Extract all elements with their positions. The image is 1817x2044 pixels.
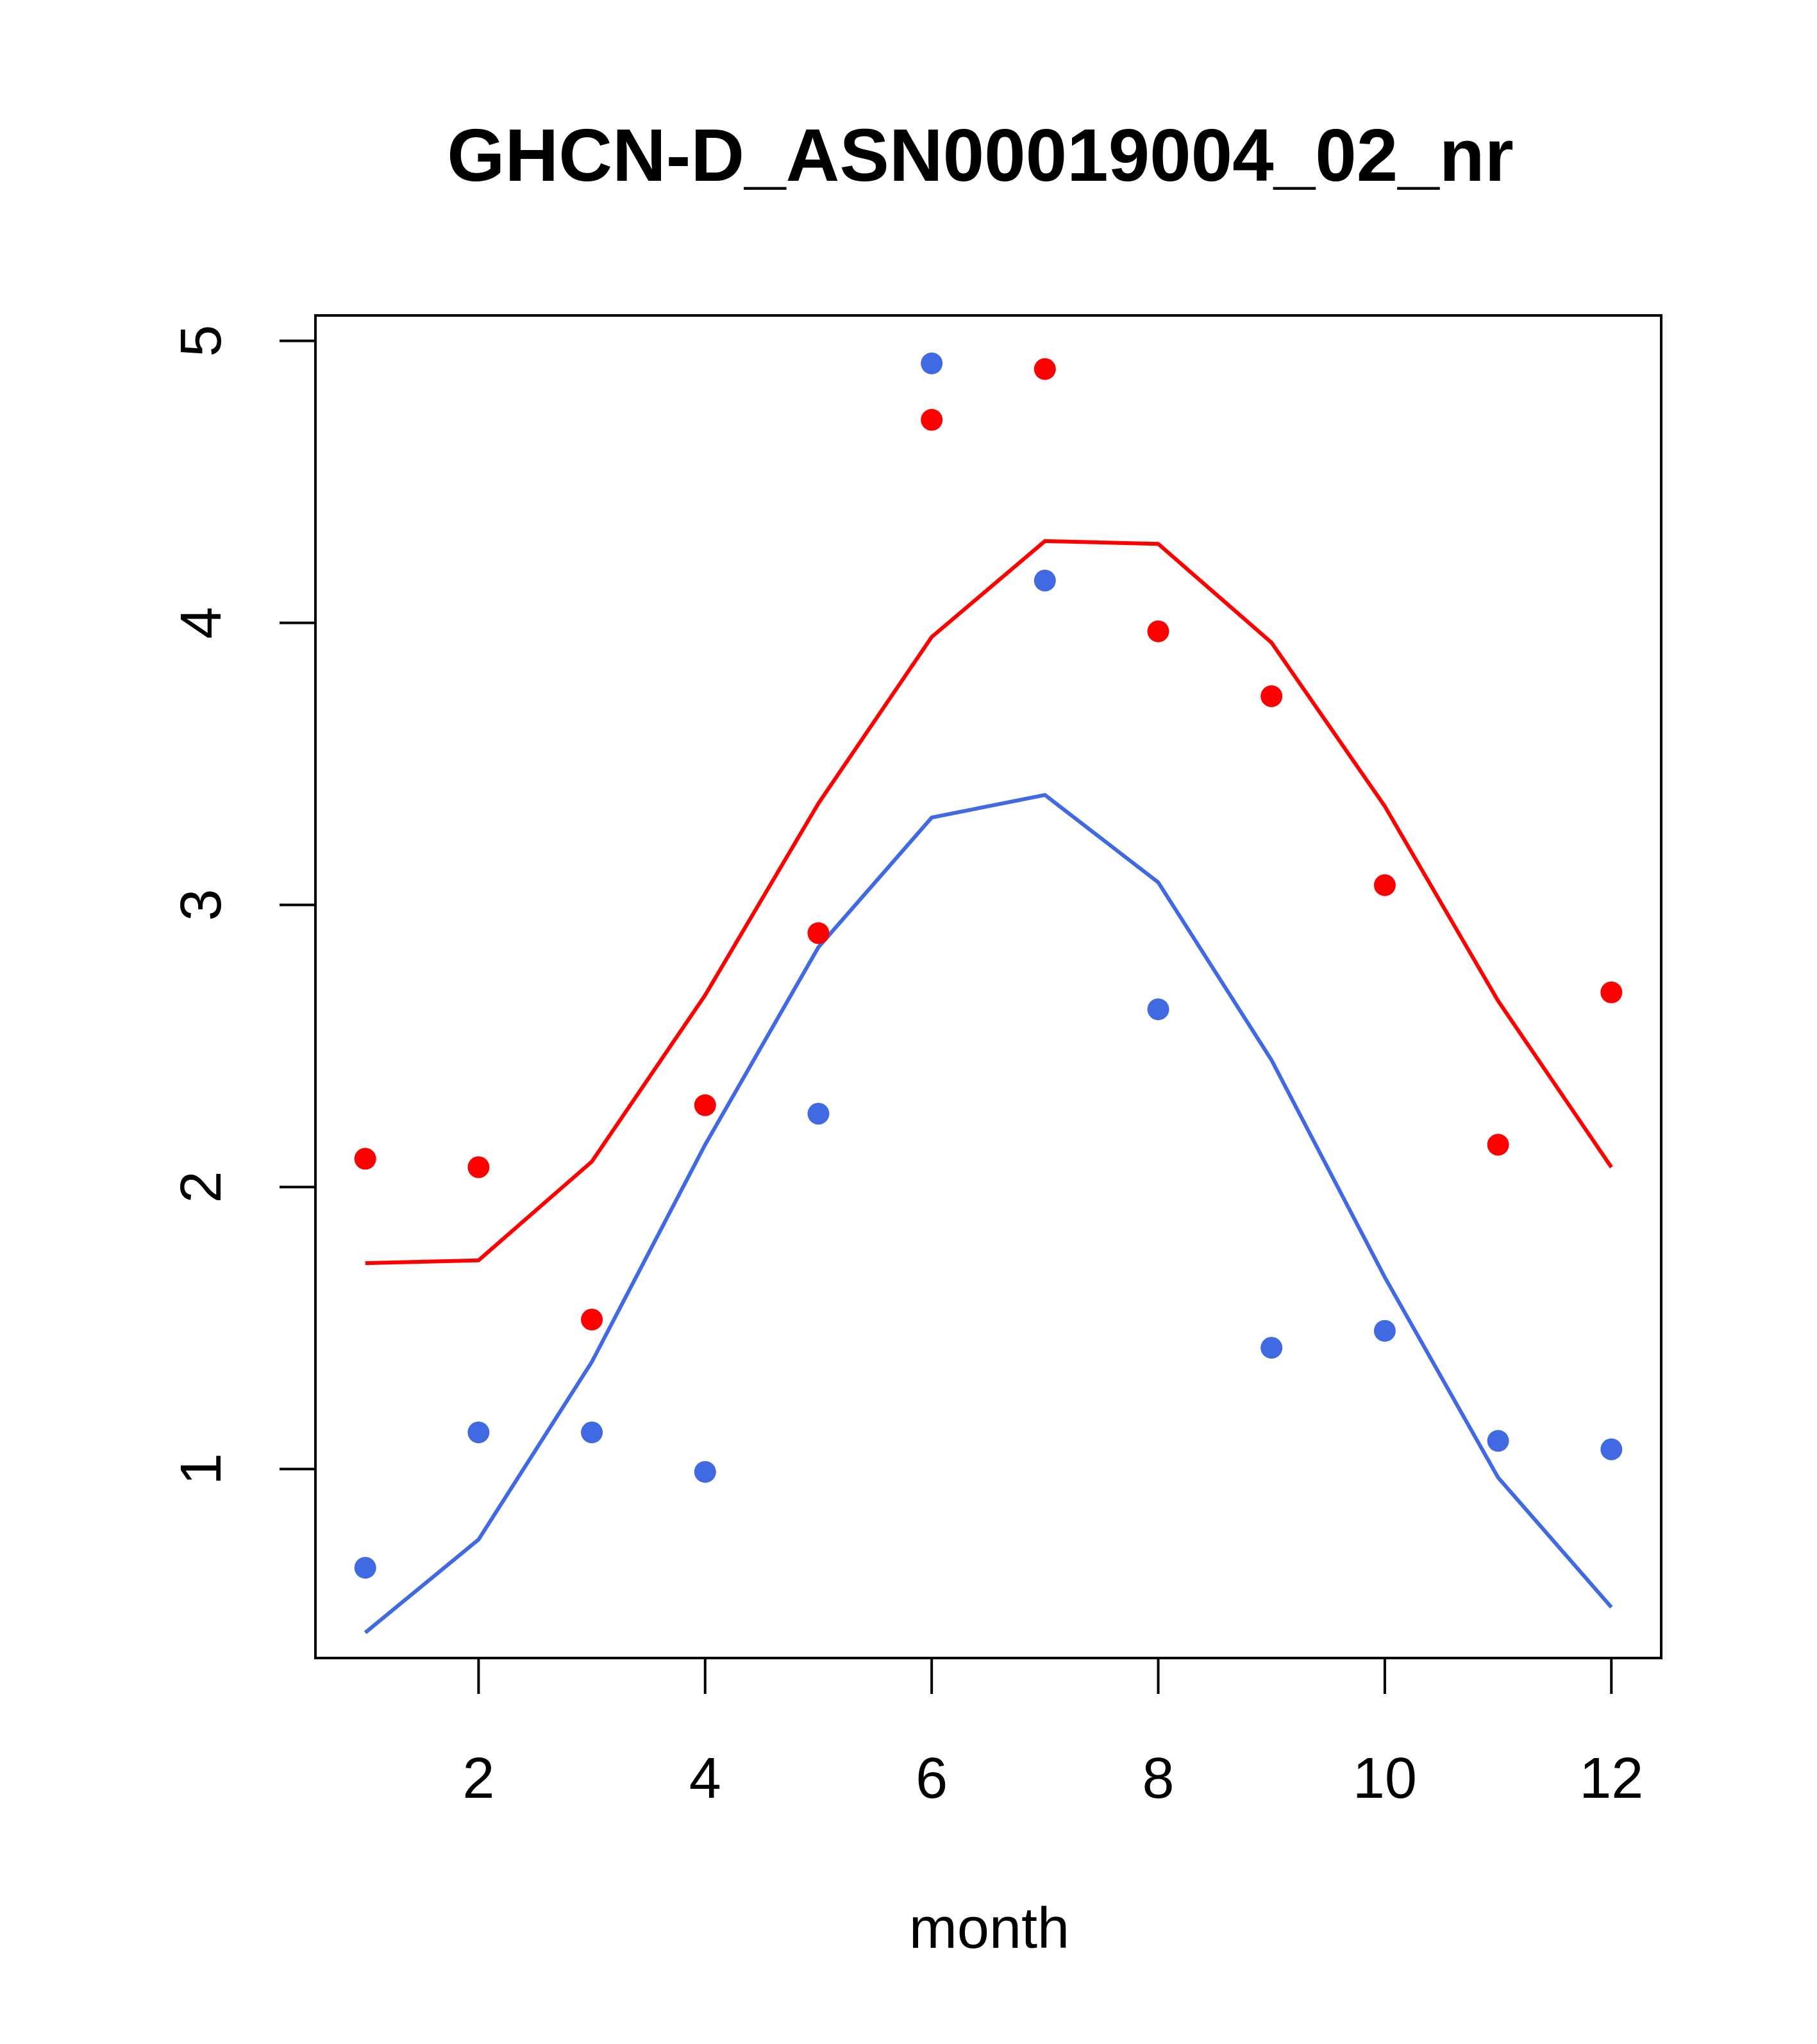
series-0-point bbox=[694, 1094, 716, 1116]
series-0-point bbox=[921, 408, 943, 431]
series-3-line bbox=[364, 792, 1613, 1634]
x-axis: 2 4 6 8 10 12 bbox=[462, 1657, 1643, 1811]
x-tick-label: 4 bbox=[689, 1747, 721, 1811]
series-0-point bbox=[467, 1156, 490, 1178]
series-1-point bbox=[1373, 1319, 1396, 1342]
series-1-point bbox=[354, 1557, 376, 1579]
series-0-point bbox=[1373, 874, 1396, 896]
series-1-point bbox=[1600, 1438, 1623, 1461]
y-tick-label: 1 bbox=[169, 1453, 233, 1485]
y-tick-label: 4 bbox=[169, 607, 233, 639]
series-0-point bbox=[807, 922, 830, 944]
series-1-point bbox=[1260, 1337, 1283, 1359]
series-1-point bbox=[807, 1103, 830, 1125]
y-tick-label: 2 bbox=[169, 1171, 233, 1203]
y-axis: 1 2 3 4 5 bbox=[169, 325, 317, 1485]
series-0-point bbox=[1034, 358, 1056, 380]
chart-title: GHCN-D_ASN00019004_02_nr bbox=[447, 113, 1514, 197]
series-1-point bbox=[1147, 998, 1169, 1021]
series-2-line bbox=[365, 539, 1613, 1266]
x-tick-label: 6 bbox=[916, 1747, 948, 1811]
y-tick-label: 5 bbox=[169, 325, 233, 357]
series-0-point bbox=[354, 1148, 376, 1170]
series-0-point bbox=[1487, 1134, 1509, 1156]
x-tick-label: 12 bbox=[1579, 1747, 1643, 1811]
series-1-point bbox=[581, 1421, 603, 1444]
x-tick-label: 8 bbox=[1142, 1747, 1174, 1811]
series-0-point bbox=[1147, 620, 1169, 642]
series-1-point bbox=[467, 1421, 490, 1444]
x-tick-label: 2 bbox=[462, 1747, 494, 1811]
series-0-point bbox=[1260, 685, 1283, 707]
plot-frame bbox=[314, 314, 1662, 1659]
series-1-point bbox=[694, 1461, 716, 1483]
series-1-point bbox=[921, 352, 943, 374]
series-lines bbox=[364, 539, 1613, 1634]
series-points bbox=[354, 352, 1623, 1579]
x-axis-label: month bbox=[909, 1897, 1069, 1961]
series-0-point bbox=[1600, 981, 1623, 1003]
series-1-point bbox=[1034, 569, 1056, 592]
y-tick-label: 3 bbox=[169, 889, 233, 921]
series-1-point bbox=[1487, 1430, 1509, 1452]
series-0-point bbox=[581, 1309, 603, 1331]
x-tick-label: 10 bbox=[1353, 1747, 1417, 1811]
